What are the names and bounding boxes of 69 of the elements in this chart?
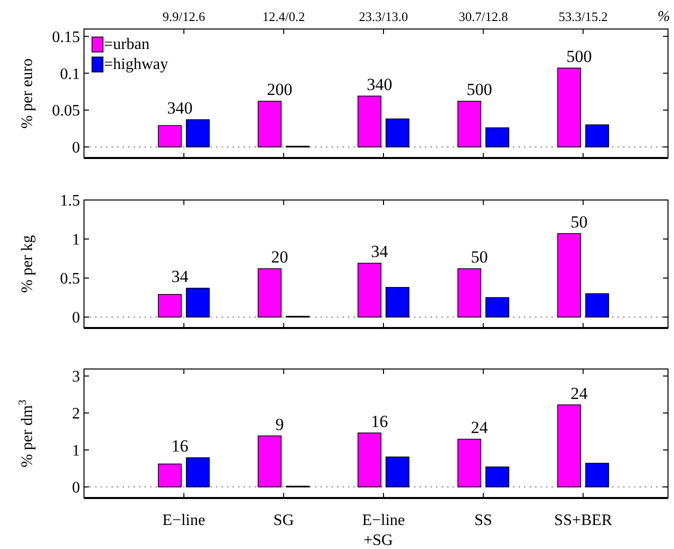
annotation: 500 [466,80,492,100]
bar [585,124,610,148]
y-tick-label: 0.15 [52,28,80,46]
x-tick-label: SS [474,512,492,529]
text: 30.7/12.8 [458,9,508,24]
y-tick-label: 1 [72,232,80,249]
annotation: 16 [370,412,388,431]
bar [186,119,210,148]
y-tick-label: 1 [72,442,80,460]
bar [386,456,410,488]
bar [457,438,482,488]
text: 9.9/12.6 [162,9,206,24]
bar [485,297,510,318]
bar [358,96,382,148]
legend-label: =urban [104,36,150,53]
bar [585,462,610,488]
y-tick-label: 0.05 [52,102,80,120]
text: 23.3/13.0 [358,9,408,24]
text: 12.4/0.2 [262,9,305,24]
bar [158,294,182,318]
bar [186,288,210,318]
annotation: 34 [171,267,189,286]
annotation: 34 [370,242,388,262]
bar [258,100,282,148]
bar [386,287,410,318]
y-tick-label: 0 [72,140,80,157]
annotation: 50 [470,248,488,267]
bar [457,100,482,148]
annotation: 340 [167,98,193,118]
bar [258,268,282,318]
x-tick-label: E−line +SG [362,512,405,549]
bar [585,293,610,318]
bar [457,268,482,318]
y-tick-label: 2 [72,406,80,423]
bar [158,125,182,148]
bar [557,68,582,148]
y-tick-label: 1.5 [60,192,80,210]
y-tick-label: 0 [72,480,80,497]
annotation: 24 [470,418,488,438]
bar [158,464,182,488]
y-axis-title: % per kg [19,235,36,293]
bar [258,436,282,488]
annotation: 24 [570,384,588,403]
bar [557,404,582,488]
y-tick-label: 0.1 [60,66,80,83]
x-tick-label: SS+BER [554,512,612,529]
annotation: 20 [271,248,288,267]
annotation: 16 [171,436,188,456]
bar [358,432,382,488]
annotation: 200 [266,80,292,100]
bar [557,233,582,318]
text: 53.3/15.2 [558,9,608,24]
y-tick-label: 0 [72,310,80,327]
x-tick-label: E−line [162,512,206,529]
bar [186,457,210,488]
text: % [658,9,670,25]
bar [386,118,410,148]
annotation: 50 [570,212,588,232]
bar [485,127,510,148]
annotation: 500 [566,47,592,66]
y-tick-label: 3 [72,368,80,386]
annotation: 9 [275,414,284,434]
y-tick-label: 0.5 [60,270,80,288]
bar [485,466,510,488]
x-tick-label: SG [273,512,294,529]
annotation: 340 [366,75,392,94]
bar [358,262,382,318]
legend-label: =highway [104,56,168,73]
y-axis-title: % per euro [19,58,36,129]
